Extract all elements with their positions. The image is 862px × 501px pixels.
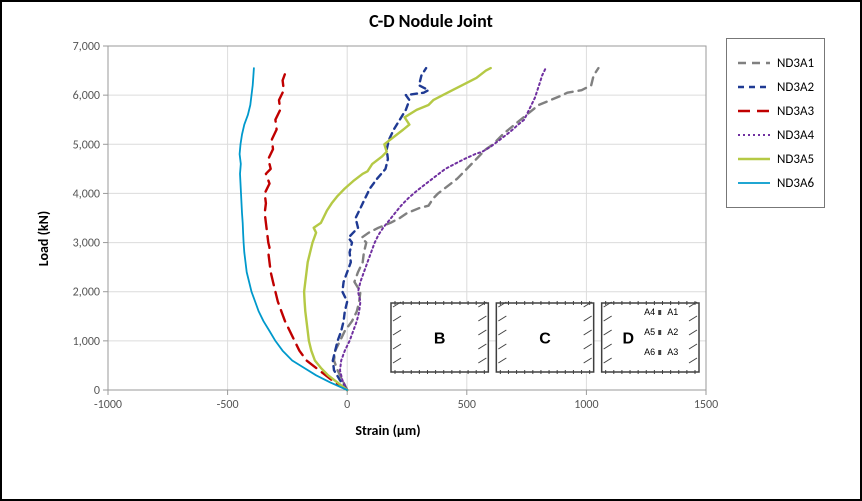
legend-swatch xyxy=(737,175,771,191)
legend-label: ND3A2 xyxy=(777,80,814,95)
svg-text:A1: A1 xyxy=(667,307,678,317)
svg-text:6,000: 6,000 xyxy=(73,89,100,103)
svg-text:4,000: 4,000 xyxy=(73,187,100,201)
plot-wrap: Load (kN) -1000-50005001000150001,0002,0… xyxy=(58,38,718,439)
svg-text:A5: A5 xyxy=(644,327,655,337)
svg-text:-500: -500 xyxy=(217,398,239,412)
svg-text:500: 500 xyxy=(458,398,476,412)
svg-text:0: 0 xyxy=(344,398,350,412)
legend-swatch xyxy=(737,103,771,119)
legend-swatch xyxy=(737,55,771,71)
legend-swatch xyxy=(737,79,771,95)
chart-title: C-D Nodule Joint xyxy=(10,10,852,32)
svg-text:5,000: 5,000 xyxy=(73,138,100,152)
y-axis-label-frame: Load (kN) xyxy=(16,38,71,439)
svg-text:1500: 1500 xyxy=(694,398,718,412)
legend-item: ND3A6 xyxy=(737,175,814,191)
legend-label: ND3A6 xyxy=(777,176,814,191)
legend-item: ND3A4 xyxy=(737,127,814,143)
svg-text:-1000: -1000 xyxy=(94,398,122,412)
svg-text:A3: A3 xyxy=(667,347,678,357)
legend-swatch xyxy=(737,151,771,167)
svg-text:7,000: 7,000 xyxy=(73,40,100,54)
svg-text:1000: 1000 xyxy=(574,398,598,412)
svg-text:D: D xyxy=(623,331,635,348)
svg-text:0: 0 xyxy=(94,384,100,398)
legend-label: ND3A1 xyxy=(777,56,814,71)
svg-text:C: C xyxy=(539,331,551,348)
svg-text:3,000: 3,000 xyxy=(73,237,100,251)
legend-item: ND3A5 xyxy=(737,151,814,167)
chart-main: Load (kN) -1000 -500 0 500 1000 1500 0 1,000 2,0… xyxy=(10,38,852,439)
legend-swatch xyxy=(737,127,771,143)
legend-item: ND3A3 xyxy=(737,103,814,119)
svg-text:A4: A4 xyxy=(644,307,655,317)
svg-text:A6: A6 xyxy=(644,347,655,357)
svg-text:B: B xyxy=(434,331,446,348)
chart-frame: C-D Nodule Joint Load (kN) -1000 -500 0 500… xyxy=(0,0,862,501)
x-axis-label: Strain (µm) xyxy=(58,422,718,439)
legend-label: ND3A4 xyxy=(777,128,814,143)
legend-item: ND3A2 xyxy=(737,79,814,95)
legend-label: ND3A5 xyxy=(777,152,814,167)
svg-text:A2: A2 xyxy=(667,327,678,337)
y-axis-label: Load (kN) xyxy=(35,211,52,266)
svg-text:1,000: 1,000 xyxy=(73,335,100,349)
legend-item: ND3A1 xyxy=(737,55,814,71)
plot-svg: -1000 -500 0 500 1000 1500 0 1,000 2,000 3,000 4,0… xyxy=(58,38,718,418)
legend-label: ND3A3 xyxy=(777,104,814,119)
legend-box: ND3A1 ND3A2 ND3A3 ND3A4 ND3A5 ND3A6 xyxy=(726,38,825,208)
svg-text:2,000: 2,000 xyxy=(73,286,100,300)
